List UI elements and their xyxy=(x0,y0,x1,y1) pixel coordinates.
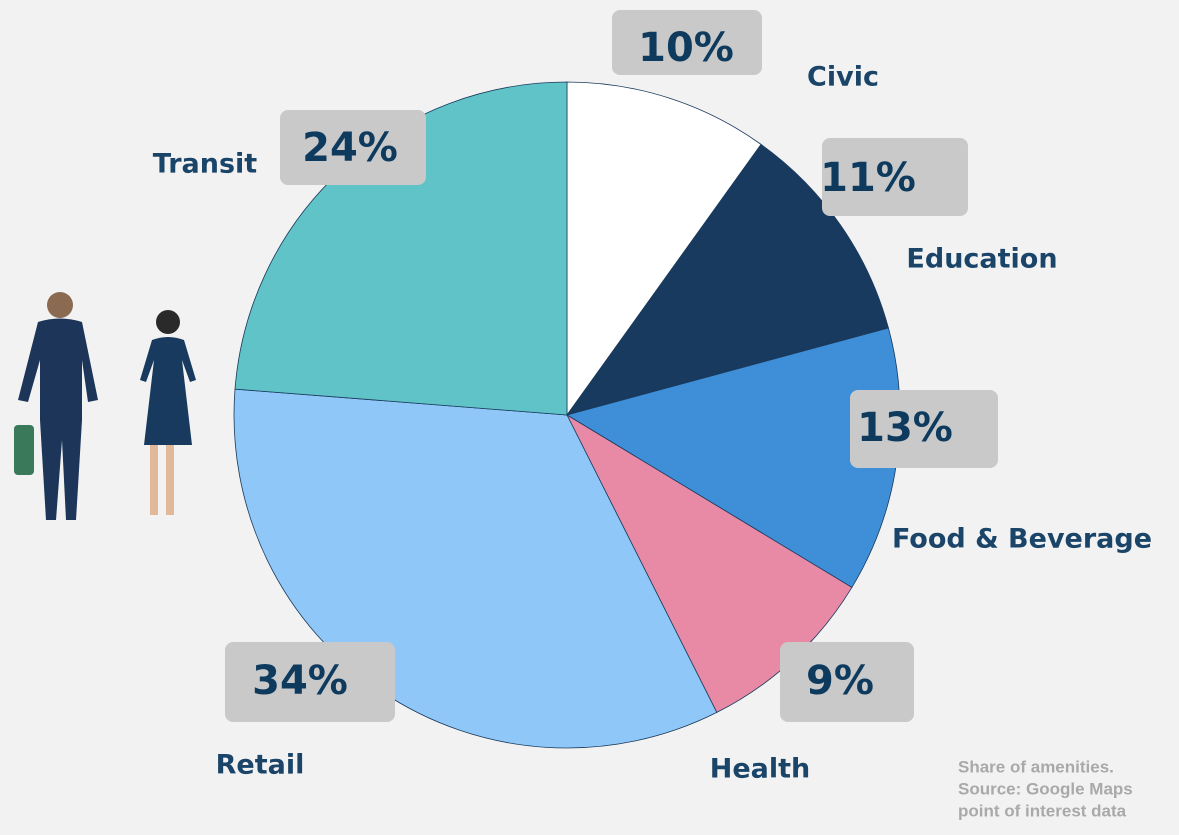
value-label-box xyxy=(822,138,968,216)
pie-slice xyxy=(566,143,889,416)
category-label: Food & Beverage xyxy=(892,524,1152,555)
value-label: 13% xyxy=(857,405,953,451)
pie-slice xyxy=(566,81,762,417)
value-label: 10% xyxy=(638,25,734,71)
value-label-box xyxy=(280,110,426,185)
value-label: 24% xyxy=(302,125,398,171)
category-label: Health xyxy=(710,754,811,785)
value-label: 9% xyxy=(806,658,874,704)
value-label-box xyxy=(225,642,395,722)
value-label-box xyxy=(612,10,762,75)
category-label: Transit xyxy=(153,149,258,180)
people-illustration xyxy=(14,292,196,520)
value-label: 34% xyxy=(252,658,348,704)
note: Source: Google Maps xyxy=(958,779,1133,798)
note: point of interest data xyxy=(958,801,1127,820)
value-label: 11% xyxy=(820,155,916,201)
value-label-box xyxy=(850,390,998,468)
category-label: Education xyxy=(906,244,1057,275)
note: Share of amenities. xyxy=(958,757,1114,776)
category-label: Civic xyxy=(807,62,879,93)
category-label: Retail xyxy=(216,750,305,781)
value-label-box xyxy=(780,642,914,722)
